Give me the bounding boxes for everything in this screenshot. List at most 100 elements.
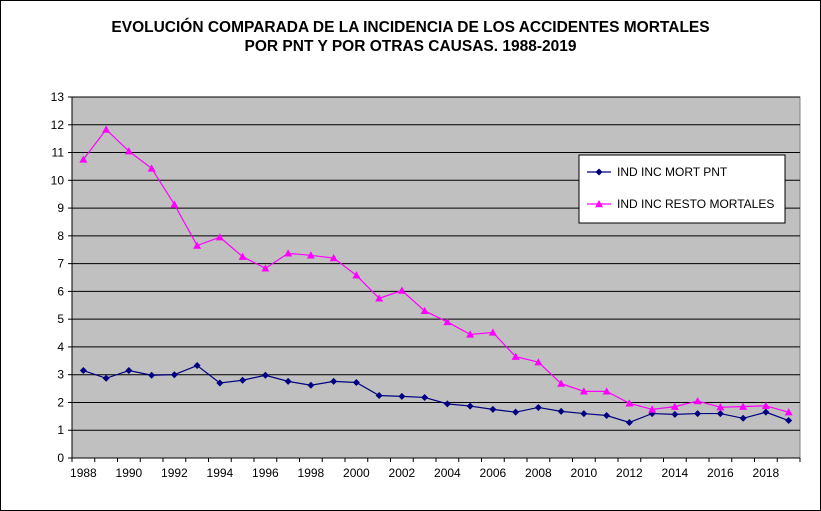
y-tick-label: 3	[57, 368, 64, 382]
data-point	[261, 264, 270, 272]
data-point	[648, 405, 657, 413]
data-point	[102, 125, 111, 133]
data-point	[534, 403, 542, 411]
data-point	[488, 328, 497, 336]
data-point	[603, 412, 611, 420]
data-point	[557, 379, 566, 387]
x-tick-label: 2004	[434, 466, 461, 480]
data-point	[420, 306, 429, 315]
x-tick-label: 2006	[480, 466, 507, 480]
series-line	[83, 364, 789, 424]
data-point	[193, 362, 201, 370]
series-layer	[79, 125, 793, 426]
x-axis-ticks: 1988 1990 1992 1994 1996 1998 2000 2002 2004 2006…	[70, 458, 801, 480]
data-point	[352, 378, 360, 386]
data-point	[671, 410, 679, 418]
series-2	[79, 125, 793, 416]
legend: IND INC MORT PNT IND INC RESTO MORTALES	[578, 154, 786, 224]
data-point	[79, 155, 88, 163]
data-point	[512, 408, 520, 416]
data-point	[193, 241, 202, 249]
legend-label: IND INC RESTO MORTALES	[617, 197, 774, 211]
data-point	[147, 164, 156, 172]
data-point	[534, 358, 543, 366]
legend-marker	[595, 168, 603, 176]
data-point	[284, 249, 293, 257]
y-tick-label: 4	[57, 340, 64, 354]
data-point	[170, 200, 179, 208]
data-point	[330, 377, 338, 385]
x-tick-label: 1996	[252, 466, 279, 480]
legend-marker	[595, 200, 603, 208]
x-tick-label: 1990	[116, 466, 143, 480]
y-tick-label: 7	[57, 257, 64, 271]
x-tick-label: 2014	[662, 466, 689, 480]
plot-area	[71, 96, 801, 459]
x-tick-label: 1988	[70, 466, 97, 480]
data-point	[216, 379, 224, 387]
data-point	[398, 392, 406, 400]
x-tick-label: 2016	[707, 466, 734, 480]
data-point	[79, 367, 87, 375]
y-tick-label: 6	[57, 284, 64, 298]
data-point	[716, 410, 724, 418]
y-tick-label: 0	[57, 451, 64, 465]
chart-title-line-2: POR PNT Y POR OTRAS CAUSAS. 1988-2019	[244, 38, 577, 55]
x-tick-label: 2000	[343, 466, 370, 480]
data-point	[238, 252, 247, 260]
data-point	[625, 418, 633, 426]
data-point	[694, 410, 702, 418]
y-tick-label: 13	[51, 90, 65, 104]
legend-label: IND INC MORT PNT	[617, 165, 728, 179]
x-tick-label: 1998	[298, 466, 325, 480]
chart-title: EVOLUCIÓN COMPARADA DE LA INCIDENCIA DE …	[0, 18, 821, 56]
data-point	[375, 294, 384, 302]
y-tick-label: 12	[51, 118, 65, 132]
data-point	[443, 400, 451, 408]
x-tick-label: 2010	[571, 466, 598, 480]
data-point	[716, 403, 725, 411]
data-point	[102, 374, 110, 382]
data-point	[466, 330, 475, 338]
data-point	[602, 387, 611, 395]
data-point	[397, 286, 406, 294]
data-point	[511, 352, 520, 360]
y-tick-label: 5	[57, 312, 64, 326]
data-point	[421, 393, 429, 401]
data-point	[239, 376, 247, 384]
data-point	[579, 387, 588, 395]
data-point	[124, 147, 133, 155]
series-1	[79, 362, 793, 426]
y-tick-label: 2	[57, 395, 64, 409]
x-tick-label: 2008	[525, 466, 552, 480]
y-tick-label: 1	[57, 423, 64, 437]
data-point	[148, 371, 156, 379]
x-tick-label: 1994	[207, 466, 234, 480]
data-point	[284, 377, 292, 385]
y-tick-label: 8	[57, 229, 64, 243]
x-tick-label: 2018	[753, 466, 780, 480]
data-point	[466, 402, 474, 410]
data-point	[739, 414, 747, 422]
data-point	[761, 401, 770, 409]
data-point	[762, 408, 770, 416]
legend-items: IND INC MORT PNT IND INC RESTO MORTALES	[587, 165, 774, 211]
data-point	[306, 251, 315, 259]
y-tick-label: 9	[57, 201, 64, 215]
data-point	[625, 399, 634, 407]
data-point	[739, 402, 748, 410]
data-point	[489, 405, 497, 413]
legend-box	[578, 154, 786, 224]
data-point	[329, 254, 338, 262]
data-point	[784, 408, 793, 416]
data-point	[307, 381, 315, 389]
data-point	[580, 410, 588, 418]
data-point	[125, 367, 133, 375]
y-tick-label: 10	[51, 173, 65, 187]
data-point	[693, 397, 702, 405]
data-point	[261, 371, 269, 379]
data-point	[215, 233, 224, 241]
data-point	[443, 317, 452, 326]
